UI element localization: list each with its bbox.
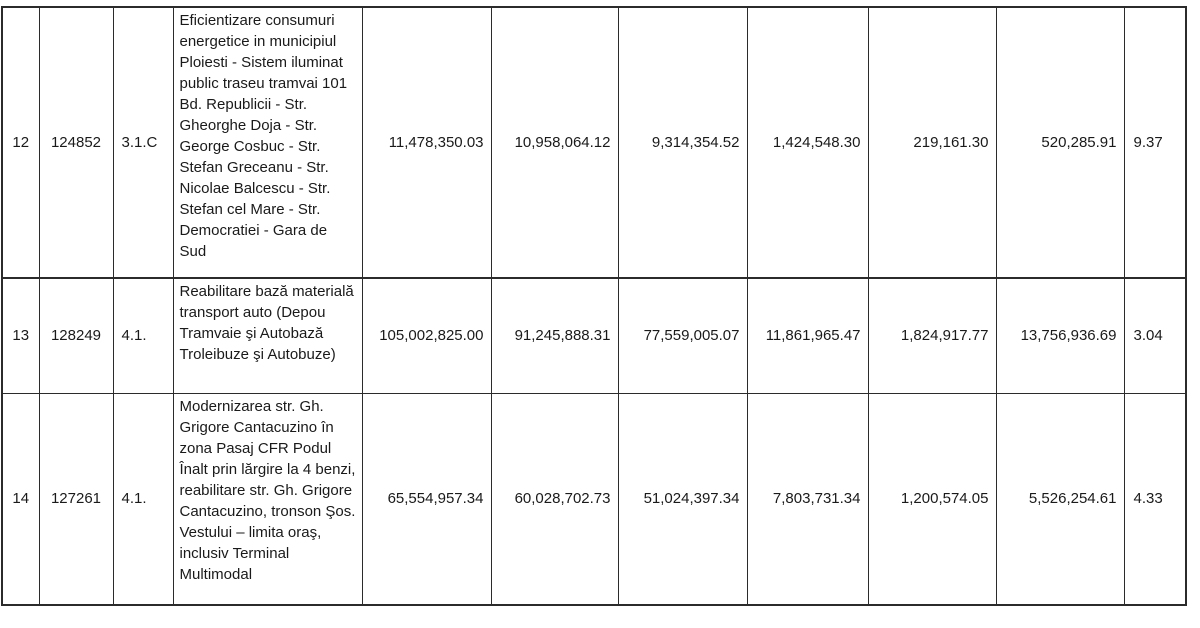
cell-project-code: 128249 <box>38 277 114 394</box>
cell-project-code: 124852 <box>38 6 114 279</box>
cell-row-no: 14 <box>1 392 40 606</box>
cell-row-no: 12 <box>1 6 40 279</box>
cell-value-3: 51,024,397.34 <box>617 392 748 606</box>
cell-value-5: 1,200,574.05 <box>867 392 997 606</box>
cell-value-2: 10,958,064.12 <box>490 6 619 279</box>
cell-percent: 4.33 <box>1123 392 1187 606</box>
cell-value-1: 11,478,350.03 <box>361 6 492 279</box>
cell-value-1: 105,002,825.00 <box>361 277 492 394</box>
cell-value-3: 77,559,005.07 <box>617 277 748 394</box>
cell-value-6: 5,526,254.61 <box>995 392 1125 606</box>
cell-value-6: 520,285.91 <box>995 6 1125 279</box>
projects-financing-table: 12 124852 3.1.C Eficientizare consumuri … <box>1 6 1187 606</box>
cell-value-5: 219,161.30 <box>867 6 997 279</box>
cell-value-2: 91,245,888.31 <box>490 277 619 394</box>
cell-value-6: 13,756,936.69 <box>995 277 1125 394</box>
cell-percent: 3.04 <box>1123 277 1187 394</box>
cell-percent: 9.37 <box>1123 6 1187 279</box>
cell-row-no: 13 <box>1 277 40 394</box>
cell-value-4: 1,424,548.30 <box>746 6 869 279</box>
cell-value-5: 1,824,917.77 <box>867 277 997 394</box>
cell-axis: 4.1. <box>112 277 174 394</box>
cell-project-code: 127261 <box>38 392 114 606</box>
table-row: 13 128249 4.1. Reabilitare bază material… <box>1 277 1187 394</box>
cell-project-title: Modernizarea str. Gh. Grigore Cantacuzin… <box>172 392 363 606</box>
cell-value-2: 60,028,702.73 <box>490 392 619 606</box>
cell-value-4: 11,861,965.47 <box>746 277 869 394</box>
table-row: 12 124852 3.1.C Eficientizare consumuri … <box>1 6 1187 279</box>
cell-value-4: 7,803,731.34 <box>746 392 869 606</box>
cell-value-1: 65,554,957.34 <box>361 392 492 606</box>
cell-project-title: Eficientizare consumuri energetice in mu… <box>172 6 363 279</box>
cell-axis: 3.1.C <box>112 6 174 279</box>
cell-project-title: Reabilitare bază materială transport aut… <box>172 277 363 394</box>
cell-value-3: 9,314,354.52 <box>617 6 748 279</box>
cell-axis: 4.1. <box>112 392 174 606</box>
table-row: 14 127261 4.1. Modernizarea str. Gh. Gri… <box>1 392 1187 606</box>
